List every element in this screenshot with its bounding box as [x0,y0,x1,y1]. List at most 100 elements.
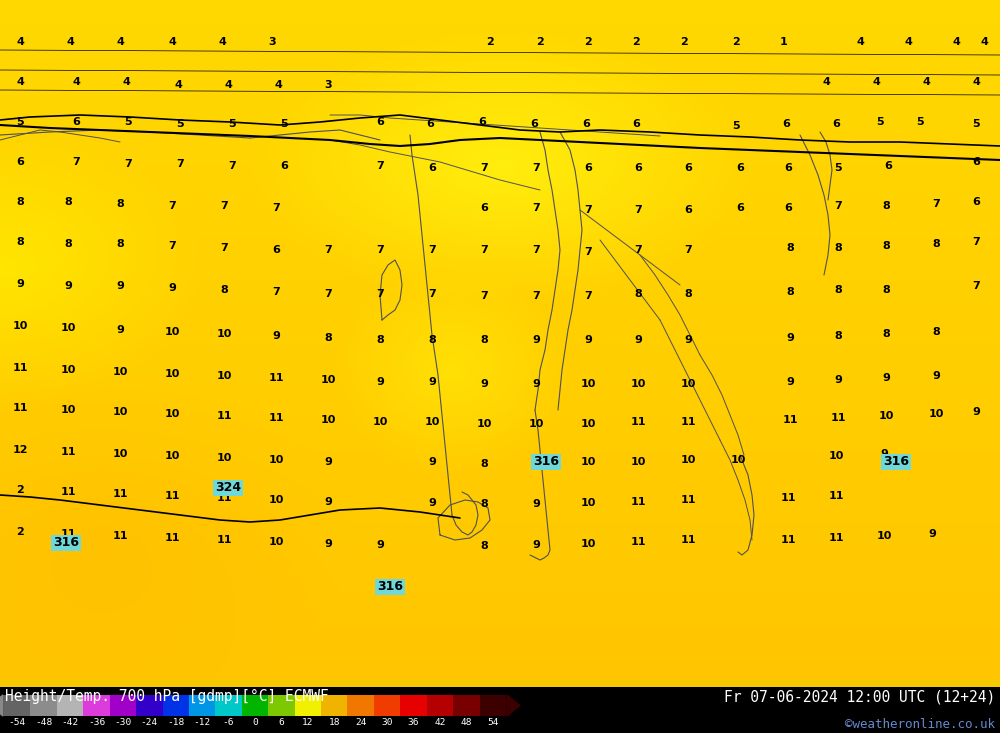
Bar [215,695,242,716]
Text: 6: 6 [632,119,640,129]
Text: 9: 9 [532,335,540,345]
Text: 11: 11 [780,493,796,503]
Text: 11: 11 [780,535,796,545]
Text: 7: 7 [532,163,540,173]
Text: 18: 18 [329,718,340,727]
Text: 7: 7 [584,291,592,301]
Text: 7: 7 [972,237,980,247]
Text: 7: 7 [932,199,940,209]
Text: 8: 8 [634,289,642,299]
Text: 7: 7 [532,203,540,213]
Text: 9: 9 [16,279,24,289]
Text: 11: 11 [216,535,232,545]
Text: 10: 10 [320,415,336,425]
Text: 6: 6 [480,203,488,213]
Text: 11: 11 [630,497,646,507]
Text: 8: 8 [882,201,890,211]
Text: 11: 11 [782,415,798,425]
Text: 4: 4 [904,37,912,47]
Text: 7: 7 [376,161,384,171]
Text: 6: 6 [884,161,892,171]
Text: 3: 3 [268,37,276,47]
Text: 6: 6 [782,119,790,129]
Bar [347,695,374,716]
Text: 9: 9 [786,333,794,343]
Text: 10: 10 [60,405,76,415]
Text: 7: 7 [376,245,384,255]
Text: 11: 11 [112,489,128,499]
Text: 9: 9 [786,377,794,387]
Text: 10: 10 [112,449,128,459]
Text: 8: 8 [324,333,332,343]
Text: 6: 6 [376,117,384,127]
Bar [189,695,215,716]
Text: 7: 7 [176,159,184,169]
Text: 6: 6 [634,163,642,173]
Text: 7: 7 [272,287,280,297]
Text: 2: 2 [16,485,24,495]
Text: 8: 8 [932,327,940,337]
Text: 8: 8 [786,287,794,297]
Text: 4: 4 [174,80,182,90]
Text: 11: 11 [216,411,232,421]
Text: 10: 10 [164,327,180,337]
Text: 10: 10 [580,379,596,389]
Text: 4: 4 [856,37,864,47]
Text: 2: 2 [680,37,688,47]
Text: 8: 8 [116,199,124,209]
Text: 8: 8 [480,499,488,509]
Text: 7: 7 [168,201,176,211]
Text: 9: 9 [684,335,692,345]
Text: 11: 11 [60,447,76,457]
Text: 7: 7 [220,243,228,253]
Text: 4: 4 [980,37,988,47]
Text: 6: 6 [16,157,24,167]
Bar [480,695,506,716]
Text: 11: 11 [268,413,284,423]
Text: Height/Temp. 700 hPa [gdmp][°C] ECMWF: Height/Temp. 700 hPa [gdmp][°C] ECMWF [5,689,329,704]
Text: 4: 4 [972,77,980,87]
Text: 9: 9 [324,457,332,467]
Bar [400,695,427,716]
Text: 5: 5 [280,119,288,129]
Text: 6: 6 [530,119,538,129]
Text: 9: 9 [584,335,592,345]
Text: 7: 7 [480,163,488,173]
Text: 6: 6 [832,119,840,129]
Text: 30: 30 [381,718,393,727]
Text: 7: 7 [376,289,384,299]
Text: 5: 5 [16,117,24,127]
Text: 7: 7 [634,245,642,255]
Text: 4: 4 [168,37,176,47]
Text: 10: 10 [680,379,696,389]
Text: 11: 11 [268,373,284,383]
Text: 8: 8 [834,285,842,295]
Text: 2: 2 [632,37,640,47]
Text: 8: 8 [116,239,124,249]
Text: 5: 5 [972,119,980,129]
Text: 11: 11 [12,403,28,413]
Text: 10: 10 [216,453,232,463]
Text: 9: 9 [932,371,940,381]
Text: 11: 11 [164,491,180,501]
Text: 7: 7 [532,245,540,255]
Text: 11: 11 [216,493,232,503]
Text: 10: 10 [580,419,596,429]
Text: 8: 8 [882,329,890,339]
Text: 2: 2 [732,37,740,47]
Text: 11: 11 [12,363,28,373]
Text: 7: 7 [684,245,692,255]
Text: 11: 11 [830,413,846,423]
Text: 316: 316 [883,455,909,468]
Text: 8: 8 [786,243,794,253]
Text: 10: 10 [164,409,180,419]
Text: 2: 2 [16,527,24,537]
Text: 6: 6 [684,205,692,215]
Text: 11: 11 [60,529,76,539]
Text: 10: 10 [216,329,232,339]
Text: 10: 10 [268,455,284,465]
Text: 11: 11 [828,491,844,501]
Text: 10: 10 [216,371,232,381]
Text: 6: 6 [584,163,592,173]
Text: 2: 2 [536,37,544,47]
